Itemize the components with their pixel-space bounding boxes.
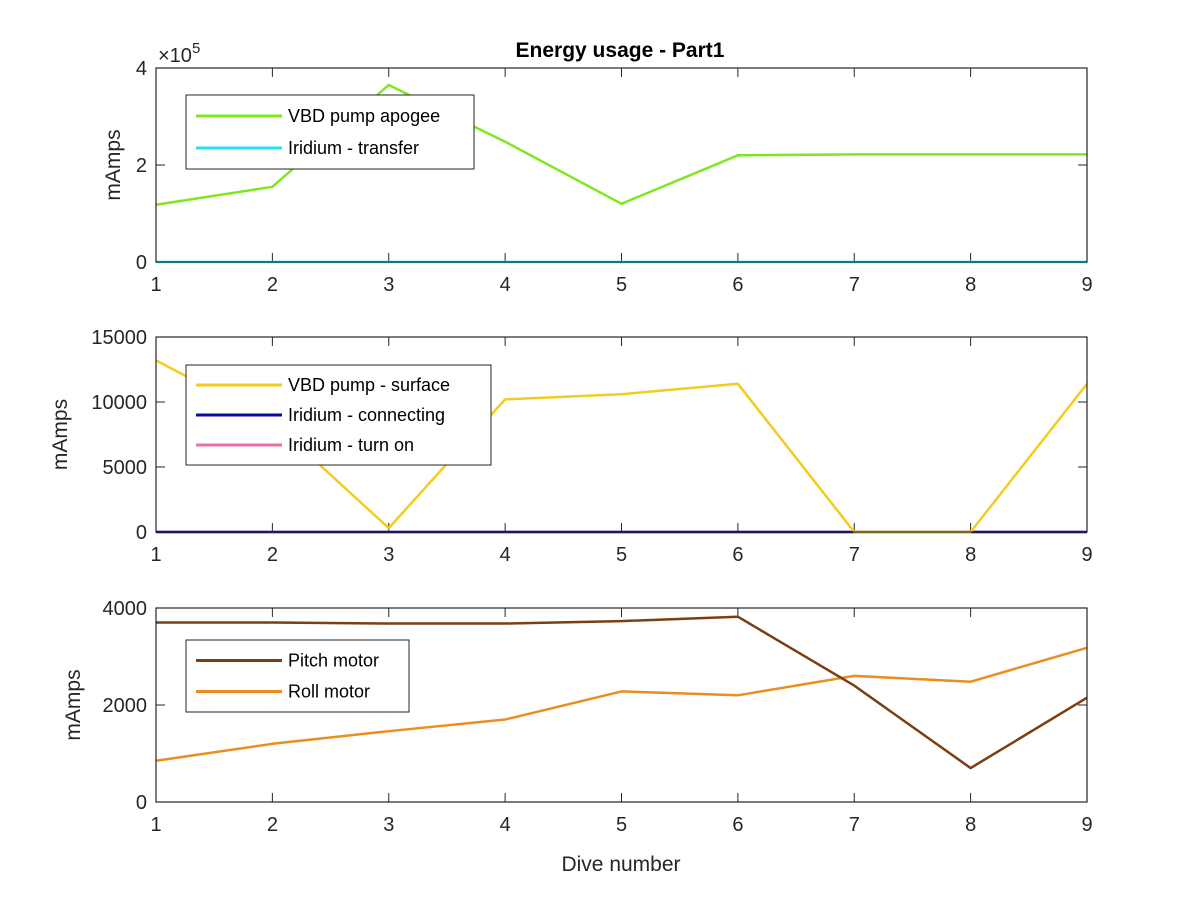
legend: VBD pump apogee Iridium - transfer [185, 94, 475, 170]
y-axis-label: mAmps [102, 129, 125, 200]
x-tick-label: 9 [1081, 814, 1092, 836]
x-tick-label: 8 [965, 814, 976, 836]
x-tick-label: 6 [732, 544, 743, 566]
x-tick-label: 3 [383, 544, 394, 566]
legend-box [185, 94, 475, 170]
x-tick-label: 8 [965, 274, 976, 296]
axes-box [155, 67, 1088, 263]
x-tick-label: 1 [150, 544, 161, 566]
legend-entry-pitch-motor: Pitch motor [288, 651, 379, 671]
x-tick-label: 3 [383, 274, 394, 296]
series-line-roll-motor [155, 646, 1088, 763]
y-tick-label: 0 [136, 792, 147, 814]
x-tick-label: 4 [500, 814, 511, 836]
chart-title: Energy usage - Part1 [516, 39, 725, 62]
x-tick-label: 8 [965, 544, 976, 566]
x-tick-label: 5 [616, 544, 627, 566]
legend-entry-iridium-transfer: Iridium - transfer [288, 138, 419, 158]
legend-entry-iridium-connecting: Iridium - connecting [288, 405, 445, 425]
series-line-pitch-motor [156, 615, 1088, 770]
y-axis-label: mAmps [62, 669, 85, 740]
x-tick-label: 1 [150, 274, 161, 296]
subplot-vbd-apogee: 1 2 3 4 5 6 7 8 9 0 2 4 ×105 mAmps VBD pump apogee Irid… [102, 40, 1093, 296]
x-tick-label: 2 [267, 274, 278, 296]
y-tick-label: 0 [136, 252, 147, 274]
x-tick-label: 7 [849, 274, 860, 296]
x-tick-label: 9 [1081, 544, 1092, 566]
x-tick-label: 3 [383, 814, 394, 836]
y-tick-label: 10000 [91, 392, 147, 414]
y-axis-label: mAmps [49, 399, 72, 470]
legend-entry-vbd-pump-apogee: VBD pump apogee [288, 106, 440, 126]
legend-entry-iridium-turn-on: Iridium - turn on [288, 435, 414, 455]
x-tick-label: 5 [616, 814, 627, 836]
axes-box [155, 607, 1088, 803]
x-tick-label: 6 [732, 814, 743, 836]
x-tick-label: 2 [267, 814, 278, 836]
x-tick-label: 4 [500, 544, 511, 566]
subplot-motors: 1 2 3 4 5 6 7 8 9 0 2000 4000 mAmps Pitch motor Roll m… [62, 598, 1093, 836]
y-tick-label: 2000 [103, 695, 148, 717]
y-tick-label: 4000 [103, 598, 148, 620]
x-tick-label: 2 [267, 544, 278, 566]
legend: Pitch motor Roll motor [185, 639, 410, 713]
y-tick-label: 5000 [103, 457, 148, 479]
subplot-vbd-surface: 1 2 3 4 5 6 7 8 9 0 5000 10000 15000 mAmps VBD pump - … [49, 327, 1093, 566]
y-tick-label: 2 [136, 155, 147, 177]
x-tick-label: 5 [616, 274, 627, 296]
legend-box [185, 639, 410, 713]
y-tick-label: 0 [136, 522, 147, 544]
y-tick-label: 15000 [91, 327, 147, 349]
legend-entry-roll-motor: Roll motor [288, 682, 370, 702]
x-tick-label: 7 [849, 814, 860, 836]
y-tick-label: 4 [136, 58, 147, 80]
x-tick-label: 4 [500, 274, 511, 296]
x-tick-label: 7 [849, 544, 860, 566]
y-exponent-label: ×105 [158, 40, 200, 67]
axes-box [155, 336, 1088, 533]
x-tick-label: 1 [150, 814, 161, 836]
x-tick-label: 6 [732, 274, 743, 296]
legend: VBD pump - surface Iridium - connecting Ir… [185, 364, 492, 466]
legend-entry-vbd-pump-surface: VBD pump - surface [288, 375, 450, 395]
x-tick-label: 9 [1081, 274, 1092, 296]
x-axis-label: Dive number [561, 853, 680, 876]
